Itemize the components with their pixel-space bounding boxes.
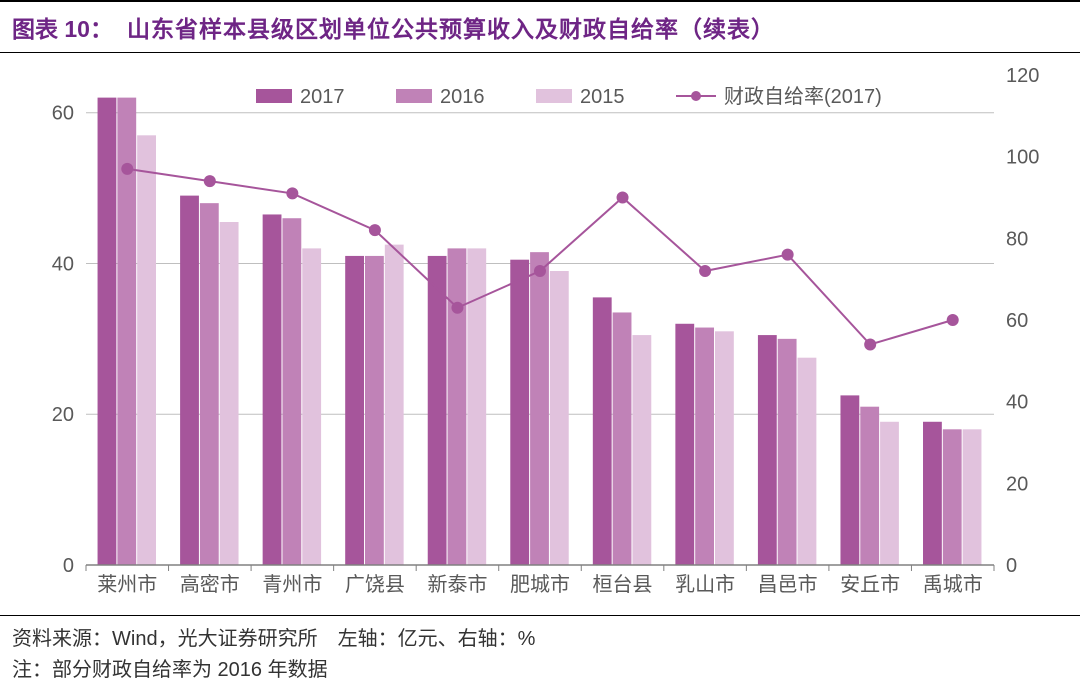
x-category-label: 乳山市: [675, 573, 735, 596]
chart-footer: 资料来源：Wind，光大证券研究所 左轴：亿元、右轴：% 注：部分财政自给率为 …: [0, 615, 1080, 686]
bar-2017: [593, 297, 612, 565]
bar-2015: [220, 222, 239, 565]
chart-title-label: 图表 10：: [12, 10, 113, 44]
bar-2016: [695, 328, 714, 565]
bar-2017: [263, 214, 282, 565]
x-category-label: 青州市: [262, 573, 322, 596]
y-left-tick: 20: [52, 404, 74, 426]
legend-label: 2016: [440, 86, 485, 108]
chart-svg: 莱州市高密市青州市广饶县新泰市肥城市桓台县乳山市昌邑市安丘市禹城市 0 20 40 60…: [16, 55, 1064, 615]
legend-swatch: [536, 89, 572, 103]
line-marker: [864, 339, 876, 351]
bar-2015: [632, 335, 651, 565]
line-marker: [121, 163, 133, 175]
bar-2016: [943, 429, 962, 565]
bar-2015: [302, 248, 321, 565]
bar-2016: [778, 339, 797, 565]
y-right-tick: 120: [1006, 65, 1039, 87]
line-marker: [947, 314, 959, 326]
legend-label: 财政自给率(2017): [724, 85, 882, 108]
bar-2017: [840, 395, 859, 565]
y-left-tick: 60: [52, 103, 74, 125]
line-marker: [617, 192, 629, 204]
y-right-tick: 40: [1006, 392, 1028, 414]
bar-2015: [385, 245, 404, 565]
line-marker: [699, 265, 711, 277]
chart-container: 莱州市高密市青州市广饶县新泰市肥城市桓台县乳山市昌邑市安丘市禹城市 0 20 40 60…: [16, 55, 1064, 615]
bar-2015: [880, 422, 899, 565]
bar-2016: [613, 312, 632, 565]
bar-2017: [98, 98, 117, 565]
y-right-tick: 60: [1006, 310, 1028, 332]
line-marker: [451, 302, 463, 314]
bar-2017: [675, 324, 694, 565]
bar-2017: [510, 260, 529, 565]
y-right-tick: 0: [1006, 555, 1017, 577]
line-marker: [369, 224, 381, 236]
chart-title-row: 图表 10： 山东省样本县级区划单位公共预算收入及财政自给率（续表）: [0, 0, 1080, 53]
footer-note: 注：部分财政自给率为 2016 年数据: [12, 653, 1068, 682]
x-category-label: 桓台县: [593, 573, 653, 596]
x-category-label: 新泰市: [427, 573, 487, 596]
bar-2015: [963, 429, 982, 565]
x-category-label: 昌邑市: [758, 573, 818, 596]
x-category-label: 安丘市: [840, 573, 900, 596]
y-right-tick: 100: [1006, 147, 1039, 169]
bar-2016: [448, 248, 467, 565]
x-category-label: 禹城市: [923, 573, 983, 596]
bar-2016: [530, 252, 549, 565]
bar-2015: [137, 135, 156, 565]
line-marker: [204, 175, 216, 187]
bar-2015: [550, 271, 569, 565]
bar-2017: [923, 422, 942, 565]
legend-label: 2017: [300, 86, 345, 108]
y-right-tick: 80: [1006, 228, 1028, 250]
bar-2015: [715, 331, 734, 565]
bar-2017: [758, 335, 777, 565]
legend-marker: [691, 91, 701, 101]
y-right-tick: 20: [1006, 473, 1028, 495]
bar-2016: [860, 407, 879, 565]
bar-2016: [200, 203, 219, 565]
legend-swatch: [256, 89, 292, 103]
bar-2015: [798, 358, 817, 565]
bar-2016: [282, 218, 301, 565]
legend-swatch: [396, 89, 432, 103]
x-category-label: 广饶县: [345, 573, 405, 596]
y-left-tick: 0: [63, 555, 74, 577]
chart-title-text: 山东省样本县级区划单位公共预算收入及财政自给率（续表）: [127, 10, 775, 44]
bar-2017: [345, 256, 364, 565]
bar-2017: [428, 256, 447, 565]
y-left-tick: 40: [52, 253, 74, 275]
x-category-label: 高密市: [180, 573, 240, 596]
x-category-label: 肥城市: [510, 573, 570, 596]
line-marker: [534, 265, 546, 277]
footer-source: 资料来源：Wind，光大证券研究所 左轴：亿元、右轴：%: [12, 622, 1068, 651]
line-marker: [286, 187, 298, 199]
x-category-label: 莱州市: [97, 573, 157, 596]
bar-2016: [365, 256, 384, 565]
bar-2017: [180, 196, 199, 565]
line-marker: [782, 249, 794, 261]
legend-label: 2015: [580, 86, 625, 108]
